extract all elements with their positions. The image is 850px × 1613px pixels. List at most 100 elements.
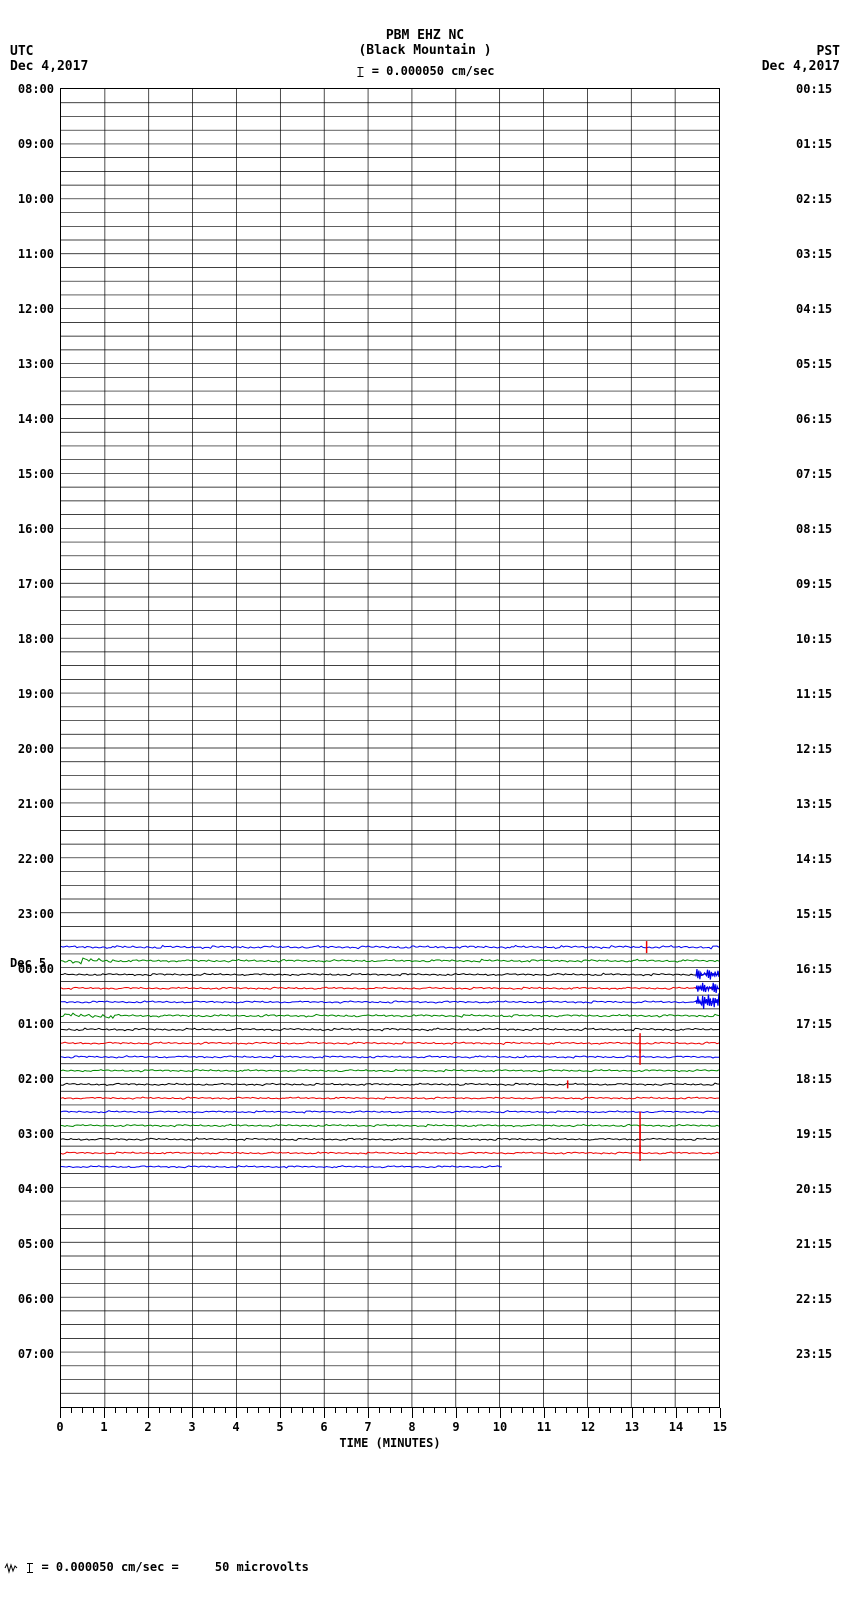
x-tick-minor — [346, 1408, 347, 1413]
right-hour-label: 18:15 — [796, 1073, 850, 1085]
tz-left-block: UTC Dec 4,2017 — [10, 44, 88, 74]
x-tick-minor — [390, 1408, 391, 1413]
left-hour-label: 10:00 — [0, 193, 54, 205]
x-tick-major — [544, 1408, 545, 1418]
x-tick-major — [720, 1408, 721, 1418]
right-hour-label: 22:15 — [796, 1293, 850, 1305]
left-hour-label: 01:00 — [0, 1018, 54, 1030]
x-tick-minor — [258, 1408, 259, 1413]
right-hour-label: 19:15 — [796, 1128, 850, 1140]
right-hour-label: 23:15 — [796, 1348, 850, 1360]
left-hour-label: 19:00 — [0, 688, 54, 700]
tz-right-date: Dec 4,2017 — [762, 59, 840, 74]
x-tick-minor — [71, 1408, 72, 1413]
left-hour-label: 11:00 — [0, 248, 54, 260]
left-hour-label: 13:00 — [0, 358, 54, 370]
x-tick-minor — [687, 1408, 688, 1413]
left-hour-label: 12:00 — [0, 303, 54, 315]
left-hour-label: 02:00 — [0, 1073, 54, 1085]
right-hour-label: 13:15 — [796, 798, 850, 810]
seismogram-svg — [61, 89, 719, 1407]
left-hour-label: 03:00 — [0, 1128, 54, 1140]
x-tick-minor — [137, 1408, 138, 1413]
x-tick-label: 3 — [188, 1420, 195, 1434]
seismogram-plot — [60, 88, 720, 1408]
x-tick-label: 15 — [713, 1420, 727, 1434]
left-hour-label: 07:00 — [0, 1348, 54, 1360]
scale-text: = 0.000050 cm/sec — [372, 64, 495, 78]
x-tick-minor — [170, 1408, 171, 1413]
left-hour-label: 18:00 — [0, 633, 54, 645]
x-tick-minor — [610, 1408, 611, 1413]
right-hour-label: 11:15 — [796, 688, 850, 700]
left-hour-label: 05:00 — [0, 1238, 54, 1250]
x-tick-minor — [478, 1408, 479, 1413]
scale-bar-icon — [359, 67, 360, 77]
right-hour-label: 12:15 — [796, 743, 850, 755]
wave-icon — [4, 1562, 18, 1574]
right-hour-label: 15:15 — [796, 908, 850, 920]
x-tick-minor — [225, 1408, 226, 1413]
right-hour-label: 16:15 — [796, 963, 850, 975]
right-hour-label: 10:15 — [796, 633, 850, 645]
x-tick-major — [632, 1408, 633, 1418]
x-tick-minor — [654, 1408, 655, 1413]
x-tick-minor — [269, 1408, 270, 1413]
x-tick-minor — [566, 1408, 567, 1413]
left-hour-label: 23:00 — [0, 908, 54, 920]
x-tick-label: 6 — [320, 1420, 327, 1434]
x-axis-title: TIME (MINUTES) — [339, 1436, 440, 1450]
x-tick-major — [456, 1408, 457, 1418]
x-tick-minor — [533, 1408, 534, 1413]
x-tick-major — [500, 1408, 501, 1418]
x-tick-minor — [357, 1408, 358, 1413]
right-hour-label: 05:15 — [796, 358, 850, 370]
right-hour-label: 17:15 — [796, 1018, 850, 1030]
x-tick-minor — [577, 1408, 578, 1413]
x-tick-minor — [511, 1408, 512, 1413]
x-tick-label: 0 — [56, 1420, 63, 1434]
title-block: PBM EHZ NC (Black Mountain ) — [358, 28, 491, 58]
x-tick-label: 4 — [232, 1420, 239, 1434]
x-tick-minor — [247, 1408, 248, 1413]
x-tick-major — [280, 1408, 281, 1418]
right-hour-label: 03:15 — [796, 248, 850, 260]
x-tick-label: 5 — [276, 1420, 283, 1434]
left-hour-label: 14:00 — [0, 413, 54, 425]
x-tick-minor — [599, 1408, 600, 1413]
x-tick-minor — [115, 1408, 116, 1413]
x-tick-minor — [302, 1408, 303, 1413]
x-tick-minor — [445, 1408, 446, 1413]
x-tick-minor — [159, 1408, 160, 1413]
x-tick-minor — [401, 1408, 402, 1413]
x-tick-minor — [423, 1408, 424, 1413]
tz-left-label: UTC — [10, 44, 88, 59]
right-hour-label: 14:15 — [796, 853, 850, 865]
x-tick-label: 8 — [408, 1420, 415, 1434]
x-tick-minor — [522, 1408, 523, 1413]
x-tick-minor — [555, 1408, 556, 1413]
x-tick-major — [60, 1408, 61, 1418]
left-hour-label: 16:00 — [0, 523, 54, 535]
footer-scale: = 0.000050 cm/sec = 50 microvolts — [4, 1560, 309, 1574]
left-hour-label: 06:00 — [0, 1293, 54, 1305]
x-tick-major — [588, 1408, 589, 1418]
x-tick-minor — [313, 1408, 314, 1413]
x-tick-minor — [93, 1408, 94, 1413]
x-tick-minor — [467, 1408, 468, 1413]
right-hour-label: 07:15 — [796, 468, 850, 480]
x-tick-minor — [126, 1408, 127, 1413]
left-hour-label: 21:00 — [0, 798, 54, 810]
x-tick-minor — [643, 1408, 644, 1413]
tz-right-label: PST — [762, 44, 840, 59]
x-tick-minor — [203, 1408, 204, 1413]
x-tick-minor — [214, 1408, 215, 1413]
x-tick-minor — [709, 1408, 710, 1413]
footer-bar-icon — [29, 1563, 30, 1573]
right-hour-label: 06:15 — [796, 413, 850, 425]
x-tick-major — [412, 1408, 413, 1418]
footer-suffix: 50 microvolts — [215, 1560, 309, 1574]
tz-right-block: PST Dec 4,2017 — [762, 44, 840, 74]
right-hour-label: 01:15 — [796, 138, 850, 150]
scale-legend: = 0.000050 cm/sec — [355, 64, 494, 78]
